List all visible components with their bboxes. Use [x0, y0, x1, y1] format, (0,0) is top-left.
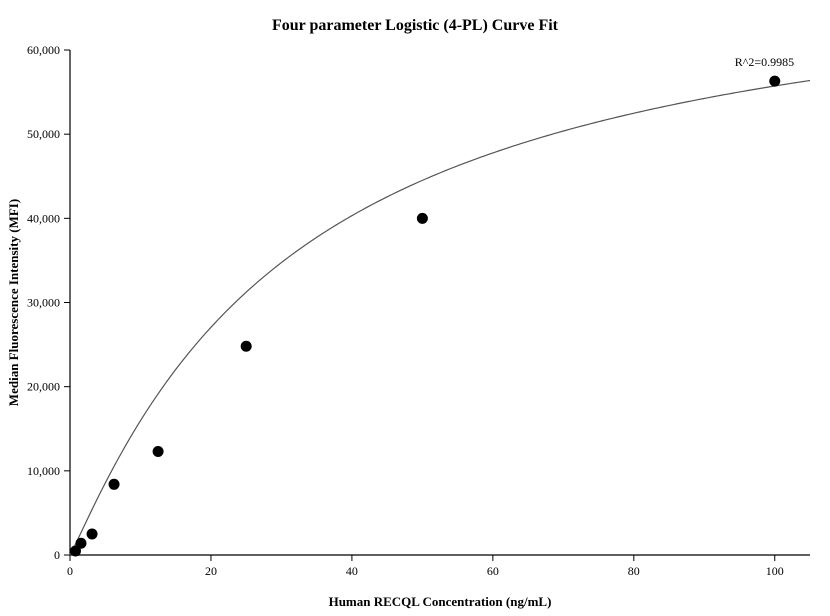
y-tick-label: 60,000 — [27, 43, 60, 57]
x-tick-label: 40 — [346, 564, 358, 578]
chart-svg: Four parameter Logistic (4-PL) Curve Fit… — [0, 0, 830, 616]
x-tick-label: 80 — [628, 564, 640, 578]
data-point — [109, 479, 120, 490]
data-point — [417, 213, 428, 224]
y-axis-label: Median Fluorescence Intensity (MFI) — [6, 199, 21, 406]
chart-title: Four parameter Logistic (4-PL) Curve Fit — [272, 17, 559, 34]
y-tick-label: 10,000 — [27, 464, 60, 478]
x-axis-label: Human RECQL Concentration (ng/mL) — [329, 594, 552, 609]
chart-container: Four parameter Logistic (4-PL) Curve Fit… — [0, 0, 830, 616]
y-tick-label: 0 — [54, 548, 60, 562]
x-tick-label: 20 — [205, 564, 217, 578]
x-tick-label: 100 — [766, 564, 784, 578]
chart-background — [0, 0, 830, 616]
x-tick-label: 60 — [487, 564, 499, 578]
data-point — [87, 528, 98, 539]
y-tick-label: 50,000 — [27, 127, 60, 141]
data-point — [241, 341, 252, 352]
y-tick-label: 40,000 — [27, 211, 60, 225]
x-tick-label: 0 — [67, 564, 73, 578]
data-point — [75, 538, 86, 549]
y-tick-label: 20,000 — [27, 380, 60, 394]
y-tick-label: 30,000 — [27, 296, 60, 310]
data-point — [153, 446, 164, 457]
r-squared-annotation: R^2=0.9985 — [735, 55, 794, 69]
data-point — [769, 76, 780, 87]
